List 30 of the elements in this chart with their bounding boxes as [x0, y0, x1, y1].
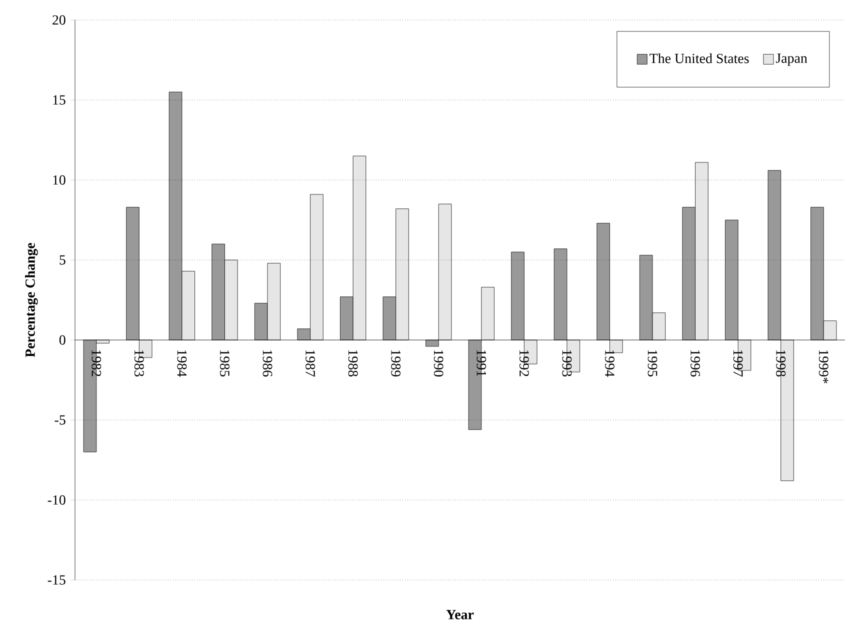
x-tick-label: 1997 [733, 350, 743, 377]
legend-label: The United States [650, 53, 749, 64]
x-tick-label: 1986 [262, 350, 272, 377]
x-tick-label: 1989 [391, 350, 401, 376]
x-tick-label: 1992 [519, 350, 529, 376]
y-tick-label: -15 [48, 575, 66, 585]
y-tick-label: -5 [54, 415, 66, 425]
x-tick-label: 1985 [220, 350, 230, 376]
y-axis-title: Percentage Change [25, 242, 38, 358]
x-tick-label: 1991 [476, 350, 486, 376]
y-tick-label: 15 [53, 95, 66, 105]
x-tick-label: 1982 [92, 350, 102, 376]
x-tick-label: 1996 [690, 350, 700, 377]
x-tick-label: 1987 [306, 350, 315, 377]
x-tick-label: 1993 [562, 350, 572, 376]
y-tick-label: -10 [48, 495, 66, 505]
x-tick-label: 1983 [134, 350, 144, 376]
x-tick-label: 1999* [818, 350, 828, 384]
y-tick-label: 5 [60, 255, 66, 265]
x-tick-label: 1988 [348, 350, 358, 376]
y-tick-label: 20 [52, 15, 66, 25]
x-axis-title: Year [446, 610, 474, 620]
y-tick-label: 0 [59, 335, 66, 345]
x-tick-label: 1990 [434, 350, 444, 376]
x-tick-label: 1995 [648, 350, 658, 376]
x-tick-label: 1998 [776, 350, 786, 376]
legend-label: Japan [776, 54, 808, 66]
y-tick-label: 10 [53, 175, 66, 185]
x-tick-label: 1984 [177, 350, 187, 377]
x-tick-label: 1994 [605, 350, 614, 377]
